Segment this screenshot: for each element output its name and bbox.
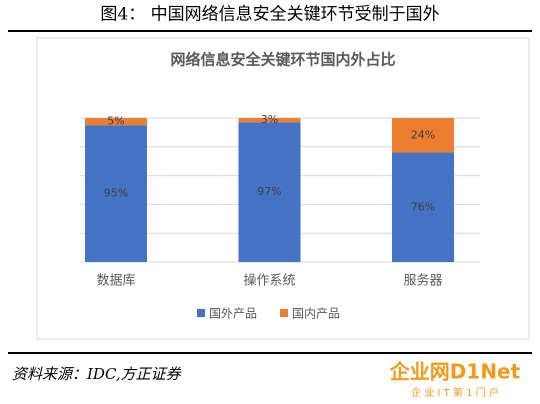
data-label: 97%	[257, 185, 281, 198]
figure-title: 图4： 中国网络信息安全关键环节受制于国外	[100, 5, 439, 25]
bar-segment	[85, 118, 147, 126]
legend-label: 国内产品	[292, 307, 340, 321]
bar-segment	[392, 118, 454, 153]
data-label: 24%	[411, 128, 435, 141]
x-tick-label: 数据库	[96, 273, 135, 289]
data-label: 76%	[411, 200, 435, 213]
logo-tagline: 企 业 I T 第 1 门 户	[411, 386, 499, 399]
chart-title: 网络信息安全关键环节国内外占比	[170, 51, 395, 69]
logo-brand: 企业网D1Net	[389, 360, 521, 384]
bar-segment	[85, 125, 147, 262]
legend-swatch	[197, 309, 205, 317]
legend-label: 国外产品	[209, 307, 257, 321]
bar-segment	[238, 122, 301, 262]
x-tick-label: 服务器	[403, 273, 442, 289]
bar-segment	[238, 118, 301, 123]
bar-segment	[392, 152, 454, 262]
data-label: 3%	[261, 113, 278, 126]
x-tick-label: 操作系统	[243, 273, 295, 289]
legend-swatch	[280, 309, 288, 317]
data-label: 5%	[107, 115, 124, 128]
source-note: 资料来源：IDC,方正证券	[12, 365, 182, 383]
data-label: 95%	[104, 187, 128, 200]
